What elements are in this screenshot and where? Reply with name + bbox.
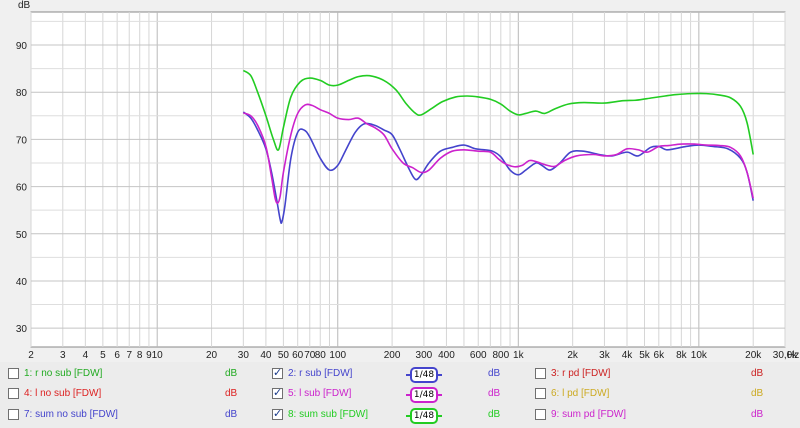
series-line: [242, 111, 754, 224]
x-tick-label: 8: [137, 350, 143, 361]
smoothing-badge[interactable]: 1/48: [410, 367, 438, 383]
legend-checkbox[interactable]: [8, 409, 19, 420]
legend-unit[interactable]: dB: [488, 388, 501, 399]
legend-label[interactable]: 6: l pd [FDW]: [551, 388, 610, 399]
x-tick-label: 400: [438, 350, 455, 361]
y-axis-label: dB: [18, 0, 31, 11]
y-tick-label: 50: [16, 230, 28, 241]
x-tick-label: 800: [492, 350, 509, 361]
series-line: [242, 69, 754, 155]
x-tick-label: 7: [126, 350, 132, 361]
plot-area: [30, 11, 786, 348]
legend-checkbox[interactable]: [272, 407, 283, 420]
x-tick-label: 6k: [654, 350, 666, 361]
legend-unit[interactable]: dB: [751, 388, 764, 399]
legend-unit[interactable]: dB: [225, 388, 238, 399]
y-tick-label: 70: [16, 135, 28, 146]
legend-label[interactable]: 3: r pd [FDW]: [551, 368, 611, 379]
legend-unit[interactable]: dB: [488, 409, 501, 420]
x-tick-label: 10k: [691, 350, 708, 361]
x-tick-label: 9: [146, 350, 152, 361]
legend-row: 1: r no sub [FDW] dB 2: r sub [FDW] 1/48 dB 3…: [0, 365, 800, 385]
legend-unit[interactable]: dB: [751, 409, 764, 420]
x-tick-label: 10: [152, 350, 164, 361]
legend-label[interactable]: 9: sum pd [FDW]: [551, 409, 627, 420]
x-tick-label: 30,0k: [773, 350, 798, 361]
x-tick-label: 4k: [622, 350, 634, 361]
legend-checkbox[interactable]: [272, 366, 283, 379]
legend-checkbox[interactable]: [535, 388, 546, 399]
x-tick-label: 4: [83, 350, 89, 361]
x-tick-label: 20k: [745, 350, 762, 361]
x-tick-label: 2: [28, 350, 34, 361]
x-tick-label: 1k: [513, 350, 525, 361]
x-tick-label: 2k: [567, 350, 579, 361]
x-tick-label: 3k: [599, 350, 611, 361]
x-tick-label: 600: [470, 350, 487, 361]
legend-label[interactable]: 2: r sub [FDW]: [288, 368, 353, 379]
legend-unit[interactable]: dB: [488, 368, 501, 379]
legend-unit[interactable]: dB: [225, 409, 238, 420]
legend-unit[interactable]: dB: [751, 368, 764, 379]
smoothing-badge[interactable]: 1/48: [410, 387, 438, 403]
legend-label[interactable]: 7: sum no sub [FDW]: [24, 409, 118, 420]
legend-checkbox[interactable]: [272, 386, 283, 399]
y-tick-labels: 30 40 50 60 70 80 90: [16, 41, 28, 335]
legend-checkbox[interactable]: [535, 409, 546, 420]
x-tick-label: 30: [238, 350, 250, 361]
smoothing-badge[interactable]: 1/48: [410, 408, 438, 424]
legend-checkbox[interactable]: [8, 368, 19, 379]
y-tick-label: 80: [16, 88, 28, 99]
x-tick-label: 5: [100, 350, 106, 361]
series-lines: [242, 69, 754, 224]
legend-panel: 1: r no sub [FDW] dB 2: r sub [FDW] 1/48 dB 3…: [0, 362, 800, 428]
legend-row: 4: l no sub [FDW] dB 5: l sub [FDW] 1/48 dB 6…: [0, 385, 800, 405]
series-line: [243, 103, 754, 204]
x-tick-label: 40: [260, 350, 272, 361]
legend-label[interactable]: 8: sum sub [FDW]: [288, 409, 369, 420]
x-tick-label: 5k: [639, 350, 651, 361]
x-tick-label: 70: [304, 350, 316, 361]
legend-label[interactable]: 1: r no sub [FDW]: [24, 368, 103, 379]
x-tick-label: 60: [292, 350, 304, 361]
x-tick-label: 8k: [676, 350, 688, 361]
y-tick-label: 90: [16, 41, 28, 52]
legend-row: 7: sum no sub [FDW] dB 8: sum sub [FDW] 1/4…: [0, 406, 800, 426]
x-tick-label: 100: [329, 350, 346, 361]
x-tick-label: 6: [114, 350, 120, 361]
x-tick-labels: 2 3 4 5 6 7 8 9 10 20 30 40 50 60 70 80 100 200 300 400 600 8…: [28, 350, 798, 361]
y-tick-label: 40: [16, 277, 28, 288]
x-tick-label: 50: [278, 350, 290, 361]
legend-label[interactable]: 4: l no sub [FDW]: [24, 388, 102, 399]
y-tick-label: 60: [16, 183, 28, 194]
legend-label[interactable]: 5: l sub [FDW]: [288, 388, 352, 399]
legend-checkbox[interactable]: [8, 388, 19, 399]
x-axis-label: Hz: [787, 350, 799, 361]
legend-checkbox[interactable]: [535, 368, 546, 379]
x-tick-label: 300: [416, 350, 433, 361]
x-tick-label: 3: [60, 350, 66, 361]
x-tick-label: 20: [206, 350, 218, 361]
x-tick-label: 80: [315, 350, 327, 361]
grid: [30, 12, 786, 347]
legend-unit[interactable]: dB: [225, 368, 238, 379]
y-tick-label: 30: [16, 324, 28, 335]
x-tick-label: 200: [384, 350, 401, 361]
